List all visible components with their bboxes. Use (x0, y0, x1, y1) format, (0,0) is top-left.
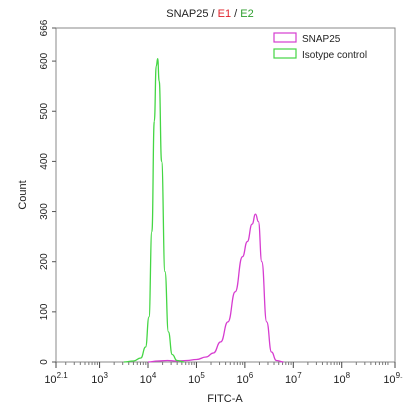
title-part-2: E1 (218, 8, 231, 20)
y-tick-label: 0 (39, 359, 50, 365)
title-part-1: / (208, 8, 217, 20)
x-tick-label: 109.1 (383, 371, 403, 386)
legend-label: Isotype control (302, 50, 367, 61)
x-tick-label: 105 (188, 371, 205, 386)
y-tick-label: 666 (39, 19, 50, 36)
series-line-snap25 (147, 213, 284, 363)
title-part-3: / (231, 8, 240, 20)
x-tick-label: 108 (333, 371, 350, 386)
x-tick-label: 104 (140, 371, 157, 386)
legend-swatch (273, 32, 297, 43)
x-axis: 102.1 103 104 105 106 107 108 109.1 (44, 362, 403, 386)
series-line-isotype-control (123, 57, 185, 363)
x-tick-label: 103 (91, 371, 108, 386)
chart-title: SNAP25 / E1 / E2 (166, 8, 253, 20)
x-axis-label: FITC-A (207, 393, 243, 405)
y-tick-label: 400 (39, 153, 50, 170)
y-tick-label: 300 (39, 203, 50, 220)
title-part-0: SNAP25 (166, 8, 208, 20)
legend-label: SNAP25 (302, 34, 341, 45)
title-part-4: E2 (240, 8, 253, 20)
legend-swatch (273, 48, 297, 59)
x-tick-label: 106 (237, 371, 254, 386)
plot-frame (55, 27, 396, 363)
x-tick-label: 107 (285, 371, 302, 386)
y-axis-label: Count (17, 180, 29, 209)
y-tick-label: 600 (39, 52, 50, 69)
y-axis: 0 100 200 300 400 500 600 666 (39, 19, 56, 365)
y-tick-label: 100 (39, 303, 50, 320)
y-tick-label: 200 (39, 253, 50, 270)
x-tick-label: 102.1 (44, 371, 68, 386)
legend: SNAP25 Isotype control (273, 32, 367, 61)
series-group (123, 57, 284, 363)
y-tick-label: 500 (39, 102, 50, 119)
